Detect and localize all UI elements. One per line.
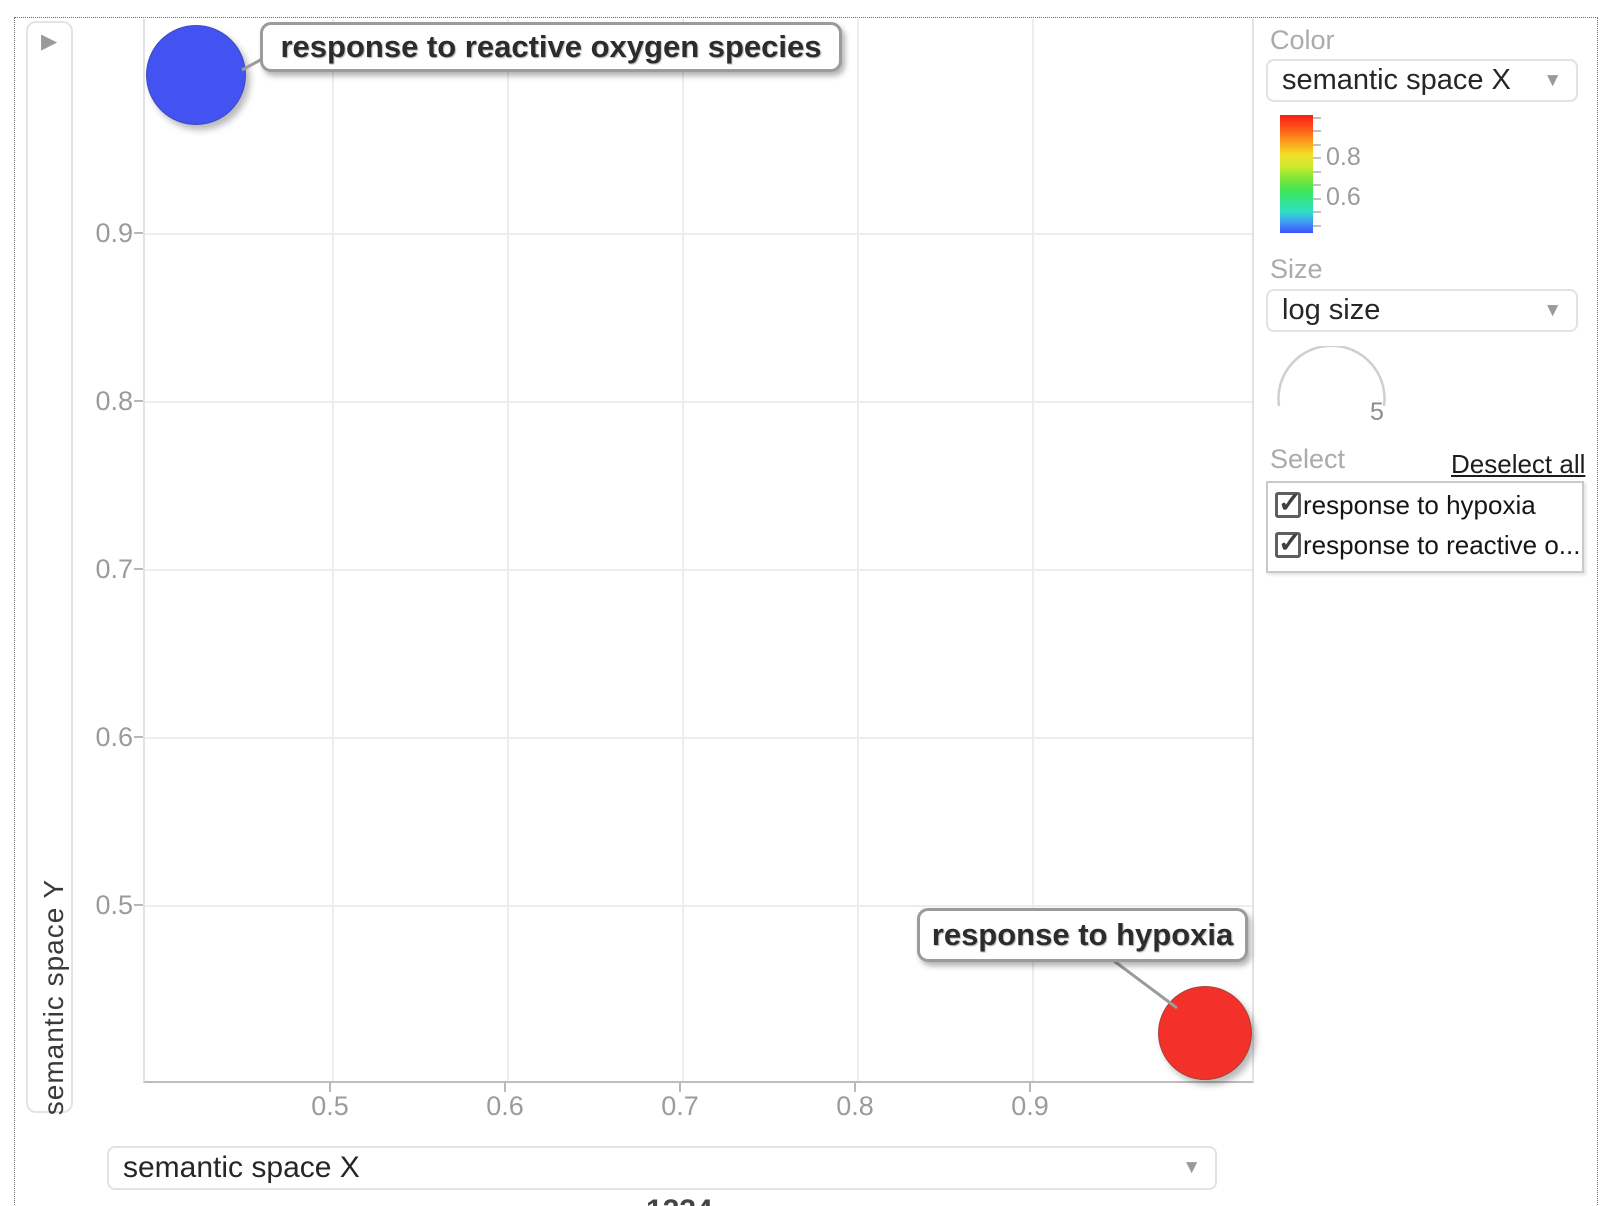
y-tick-mark [134,904,143,906]
check-icon: ✓ [1278,527,1302,558]
select-section-label: Select [1270,444,1346,474]
select-item-label: response to hypoxia [1303,489,1536,520]
grid-line-y [145,233,1252,235]
y-axis-title: semantic space Y [38,878,69,1116]
player-rail: ▶ semantic space Y [26,21,73,1115]
x-tick-mark [854,1083,856,1092]
callout-response-to-hypoxia[interactable]: response to hypoxia [917,908,1248,962]
y-tick-label: 0.6 [95,722,133,752]
chevron-down-icon: ▼ [1182,1157,1201,1178]
chevron-down-icon: ▼ [1543,299,1562,321]
select-item-response-to-hypoxia[interactable]: ✓ response to hypoxia [1275,487,1536,522]
y-tick-mark [134,232,143,234]
y-tick-label: 0.9 [95,218,133,248]
size-section-label: Size [1270,254,1323,284]
bubble-response-to-reactive-oxygen-species[interactable] [146,25,246,125]
plot-area [143,19,1254,1083]
color-section-label: Color [1270,25,1335,55]
chevron-down-icon: ▼ [1543,69,1562,91]
bubble-response-to-hypoxia[interactable] [1158,986,1252,1080]
callout-label: response to hypoxia [931,917,1234,952]
color-scale-tick [1313,144,1321,146]
color-scale-tick [1313,171,1321,173]
grid-line-x [507,19,509,1081]
dotted-frame [14,17,1598,1206]
x-tick-label: 0.8 [836,1091,874,1121]
color-dropdown[interactable]: semantic space X ▼ [1266,59,1578,102]
grid-line-y [145,905,1252,907]
checkbox-checked[interactable]: ✓ [1275,487,1301,518]
grid-line-y [145,737,1252,739]
select-item-label: response to reactive o... [1303,529,1581,560]
y-tick-label: 0.5 [95,890,133,920]
grid-line-y [145,569,1252,571]
play-icon: ▶ [41,30,58,53]
grid-line-x [1032,19,1034,1081]
size-dropdown-value: log size [1282,294,1381,326]
x-tick-mark [504,1083,506,1092]
color-dropdown-value: semantic space X [1282,64,1511,96]
callout-label: response to reactive oxygen species [280,29,822,64]
color-scale-tick-label: 0.6 [1326,183,1361,211]
select-item-response-to-reactive-oxygen[interactable]: ✓ response to reactive o... [1275,527,1581,562]
y-tick-label: 0.8 [95,386,133,416]
y-tick-mark [134,400,143,402]
check-icon: ✓ [1278,487,1302,518]
color-scale-tick [1313,130,1321,132]
color-scale-tick [1313,211,1321,213]
checkbox-checked[interactable]: ✓ [1275,527,1301,558]
deselect-all-link[interactable]: Deselect all [1451,449,1586,479]
color-scale-tick [1313,198,1321,200]
y-tick-label: 0.7 [95,554,133,584]
x-tick-mark [1029,1083,1031,1092]
grid-line-y [145,401,1252,403]
grid-line-x [682,19,684,1081]
color-scale-gradient [1280,115,1313,233]
size-legend-max-label: 5 [1370,398,1384,426]
callout-response-to-reactive-oxygen-species[interactable]: response to reactive oxygen species [260,22,842,72]
play-button[interactable]: ▶ [41,29,67,55]
size-legend-arc [1277,346,1386,407]
grid-line-x [332,19,334,1081]
color-scale-tick [1313,225,1321,227]
grid-line-x [857,19,859,1081]
x-tick-label: 0.6 [486,1091,524,1121]
x-tick-mark [679,1083,681,1092]
series-select-listbox: ✓ response to hypoxia ✓ response to reac… [1266,481,1584,573]
x-axis-dropdown[interactable]: semantic space X ▼ [107,1146,1217,1190]
color-scale-tick [1313,117,1321,119]
color-scale-tick-label: 0.8 [1326,143,1361,171]
color-scale-tick [1313,184,1321,186]
x-tick-label: 0.9 [1011,1091,1049,1121]
size-dropdown[interactable]: log size ▼ [1266,289,1578,332]
y-tick-mark [134,568,143,570]
color-scale-tick [1313,157,1321,159]
x-tick-mark [329,1083,331,1092]
x-tick-label: 0.7 [661,1091,699,1121]
y-tick-mark [134,736,143,738]
x-axis-dropdown-value: semantic space X [123,1151,360,1184]
x-tick-label: 0.5 [311,1091,349,1121]
time-slider-value: 1234 [646,1194,713,1206]
